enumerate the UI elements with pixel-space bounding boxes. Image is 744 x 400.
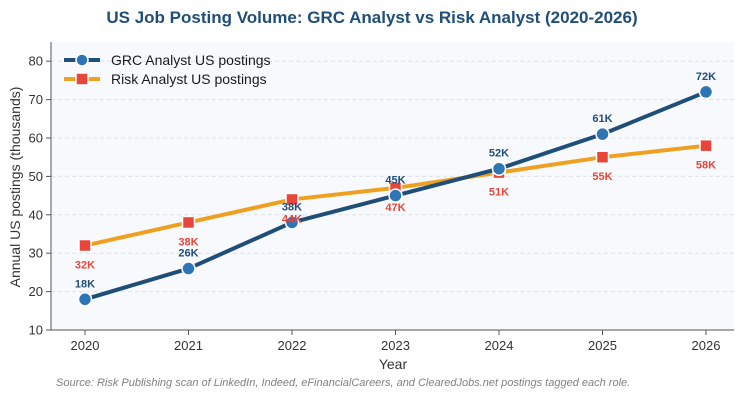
x-tick-label: 2021 — [174, 338, 203, 353]
risk-data-label: 51K — [489, 187, 509, 199]
x-tick-label: 2023 — [381, 338, 410, 353]
risk-data-point — [181, 215, 196, 230]
grc-data-label: 38K — [282, 201, 302, 213]
y-tick-label: 40 — [29, 207, 43, 222]
y-tick-label: 30 — [29, 246, 43, 261]
chart-title: US Job Posting Volume: GRC Analyst vs Ri… — [106, 8, 638, 27]
risk-data-point — [699, 138, 713, 153]
legend-label-grc: GRC Analyst US postings — [111, 52, 271, 68]
y-tick-label: 10 — [29, 323, 43, 338]
x-tick-label: 2026 — [692, 338, 721, 353]
grc-data-point — [388, 188, 403, 203]
grc-data-label: 45K — [385, 175, 405, 187]
grc-data-point — [77, 292, 93, 307]
y-tick-label: 80 — [29, 54, 43, 69]
x-tick-label: 2020 — [71, 338, 100, 353]
grc-data-point — [181, 261, 196, 276]
grc-data-point — [284, 215, 300, 230]
axes — [46, 42, 734, 335]
grc-data-point — [491, 161, 507, 176]
risk-data-label: 38K — [178, 236, 198, 248]
y-axis-title: Annual US postings (thousands) — [7, 87, 23, 288]
y-tick-label: 50 — [29, 169, 43, 184]
y-tick-label: 60 — [29, 131, 43, 146]
y-tick-labels: 10 20 30 40 50 60 70 80 — [29, 54, 43, 338]
risk-data-label: 44K — [282, 213, 302, 225]
legend-marker-grc — [75, 53, 89, 67]
x-tick-labels: 2020 2021 2022 2023 2024 2025 2026 — [71, 338, 721, 353]
y-tick-label: 20 — [29, 284, 43, 299]
x-tick-label: 2024 — [485, 338, 514, 353]
series-layer — [77, 84, 714, 307]
legend-label-risk: Risk Analyst US postings — [111, 71, 267, 87]
risk-data-point — [285, 192, 299, 207]
x-tick-label: 2022 — [278, 338, 307, 353]
grc-data-label: 52K — [489, 148, 509, 160]
risk-data-point — [78, 238, 92, 253]
risk-data-label: 47K — [385, 202, 405, 214]
grc-data-label: 61K — [592, 113, 612, 125]
risk-data-point — [595, 150, 610, 164]
x-tick-label: 2025 — [588, 338, 617, 353]
risk-data-label: 55K — [592, 171, 612, 183]
risk-data-label: 58K — [696, 160, 716, 172]
grc-data-point — [698, 84, 714, 100]
grc-data-point — [595, 126, 610, 142]
grc-data-label: 26K — [178, 248, 198, 260]
legend: GRC Analyst US postings Risk Analyst US … — [64, 52, 271, 87]
y-tick-label: 70 — [29, 92, 43, 107]
grc-data-label: 18K — [75, 278, 95, 290]
grc-data-label: 72K — [696, 71, 716, 83]
x-axis-title: Year — [379, 356, 408, 372]
data-labels: 18K26K38K45K52K61K72K32K38K44K47K51K55K5… — [75, 71, 716, 290]
risk-data-label: 32K — [75, 260, 95, 272]
legend-marker-risk — [75, 72, 89, 86]
source-note: Source: Risk Publishing scan of LinkedIn… — [56, 377, 631, 389]
